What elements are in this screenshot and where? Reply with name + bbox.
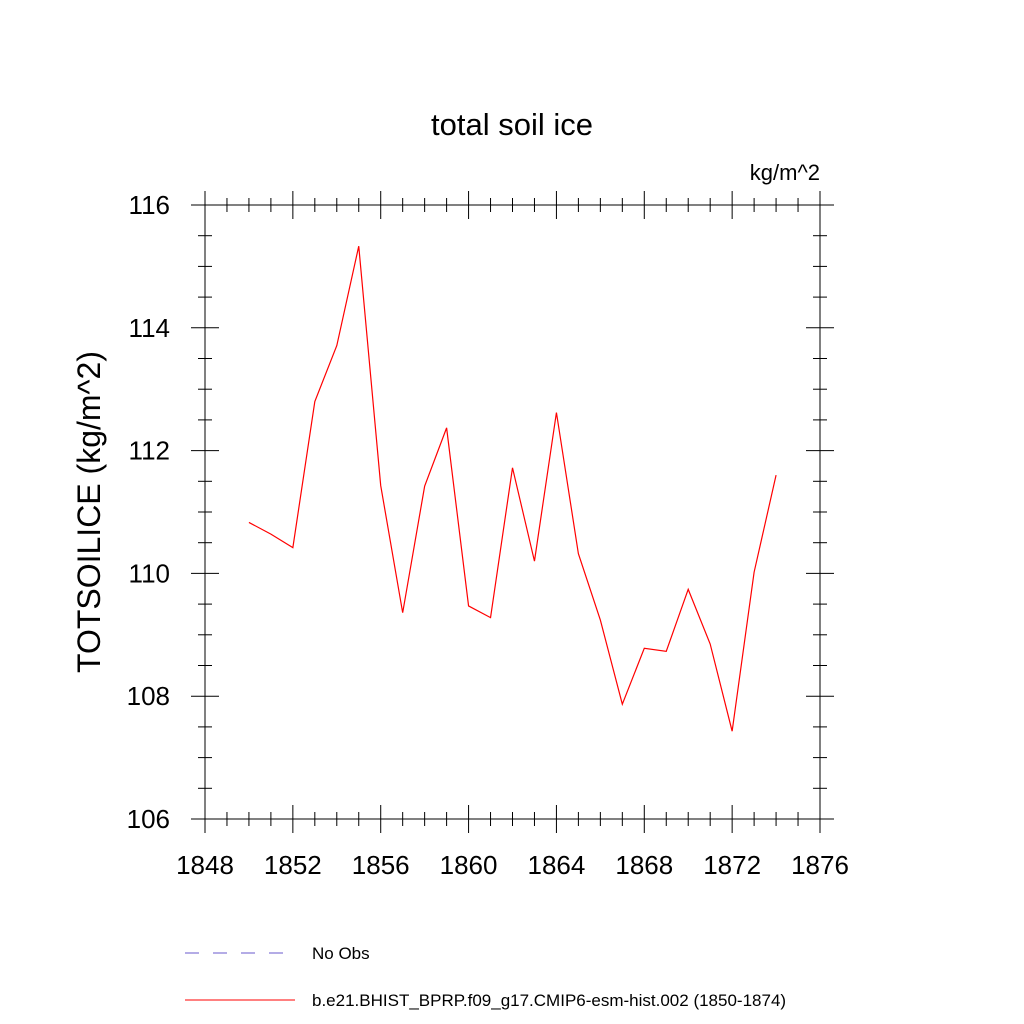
major-ticks <box>191 191 834 833</box>
x-tick-label: 1872 <box>703 850 761 880</box>
x-tick-labels: 1848 1852 1856 1860 1864 1868 1872 1876 <box>176 850 849 880</box>
y-axis-label: TOTSOILICE (kg/m^2) <box>71 351 107 673</box>
y-tick-labels: 106 108 110 112 114 116 <box>127 190 170 834</box>
units-label: kg/m^2 <box>750 160 820 185</box>
series-lines <box>248 246 777 732</box>
series-line-1 <box>248 246 777 732</box>
plot-frame <box>204 204 821 820</box>
x-tick-label: 1848 <box>176 850 234 880</box>
x-tick-label: 1860 <box>440 850 498 880</box>
y-tick-label: 106 <box>127 804 170 834</box>
x-tick-label: 1876 <box>791 850 849 880</box>
x-tick-label: 1852 <box>264 850 322 880</box>
legend-label-model: b.e21.BHIST_BPRP.f09_g17.CMIP6-esm-hist.… <box>312 991 786 1010</box>
chart-title: total soil ice <box>431 107 593 142</box>
x-tick-label: 1856 <box>352 850 410 880</box>
legend-label-no-obs: No Obs <box>312 944 370 963</box>
x-tick-label: 1868 <box>615 850 673 880</box>
y-tick-label: 114 <box>129 313 170 343</box>
y-tick-label: 116 <box>129 190 170 220</box>
y-tick-label: 108 <box>127 681 170 711</box>
y-tick-label: 110 <box>129 558 170 588</box>
y-tick-label: 112 <box>129 436 170 466</box>
x-tick-label: 1864 <box>528 850 586 880</box>
minor-ticks <box>198 198 827 826</box>
legend: No Obs b.e21.BHIST_BPRP.f09_g17.CMIP6-es… <box>185 944 786 1010</box>
